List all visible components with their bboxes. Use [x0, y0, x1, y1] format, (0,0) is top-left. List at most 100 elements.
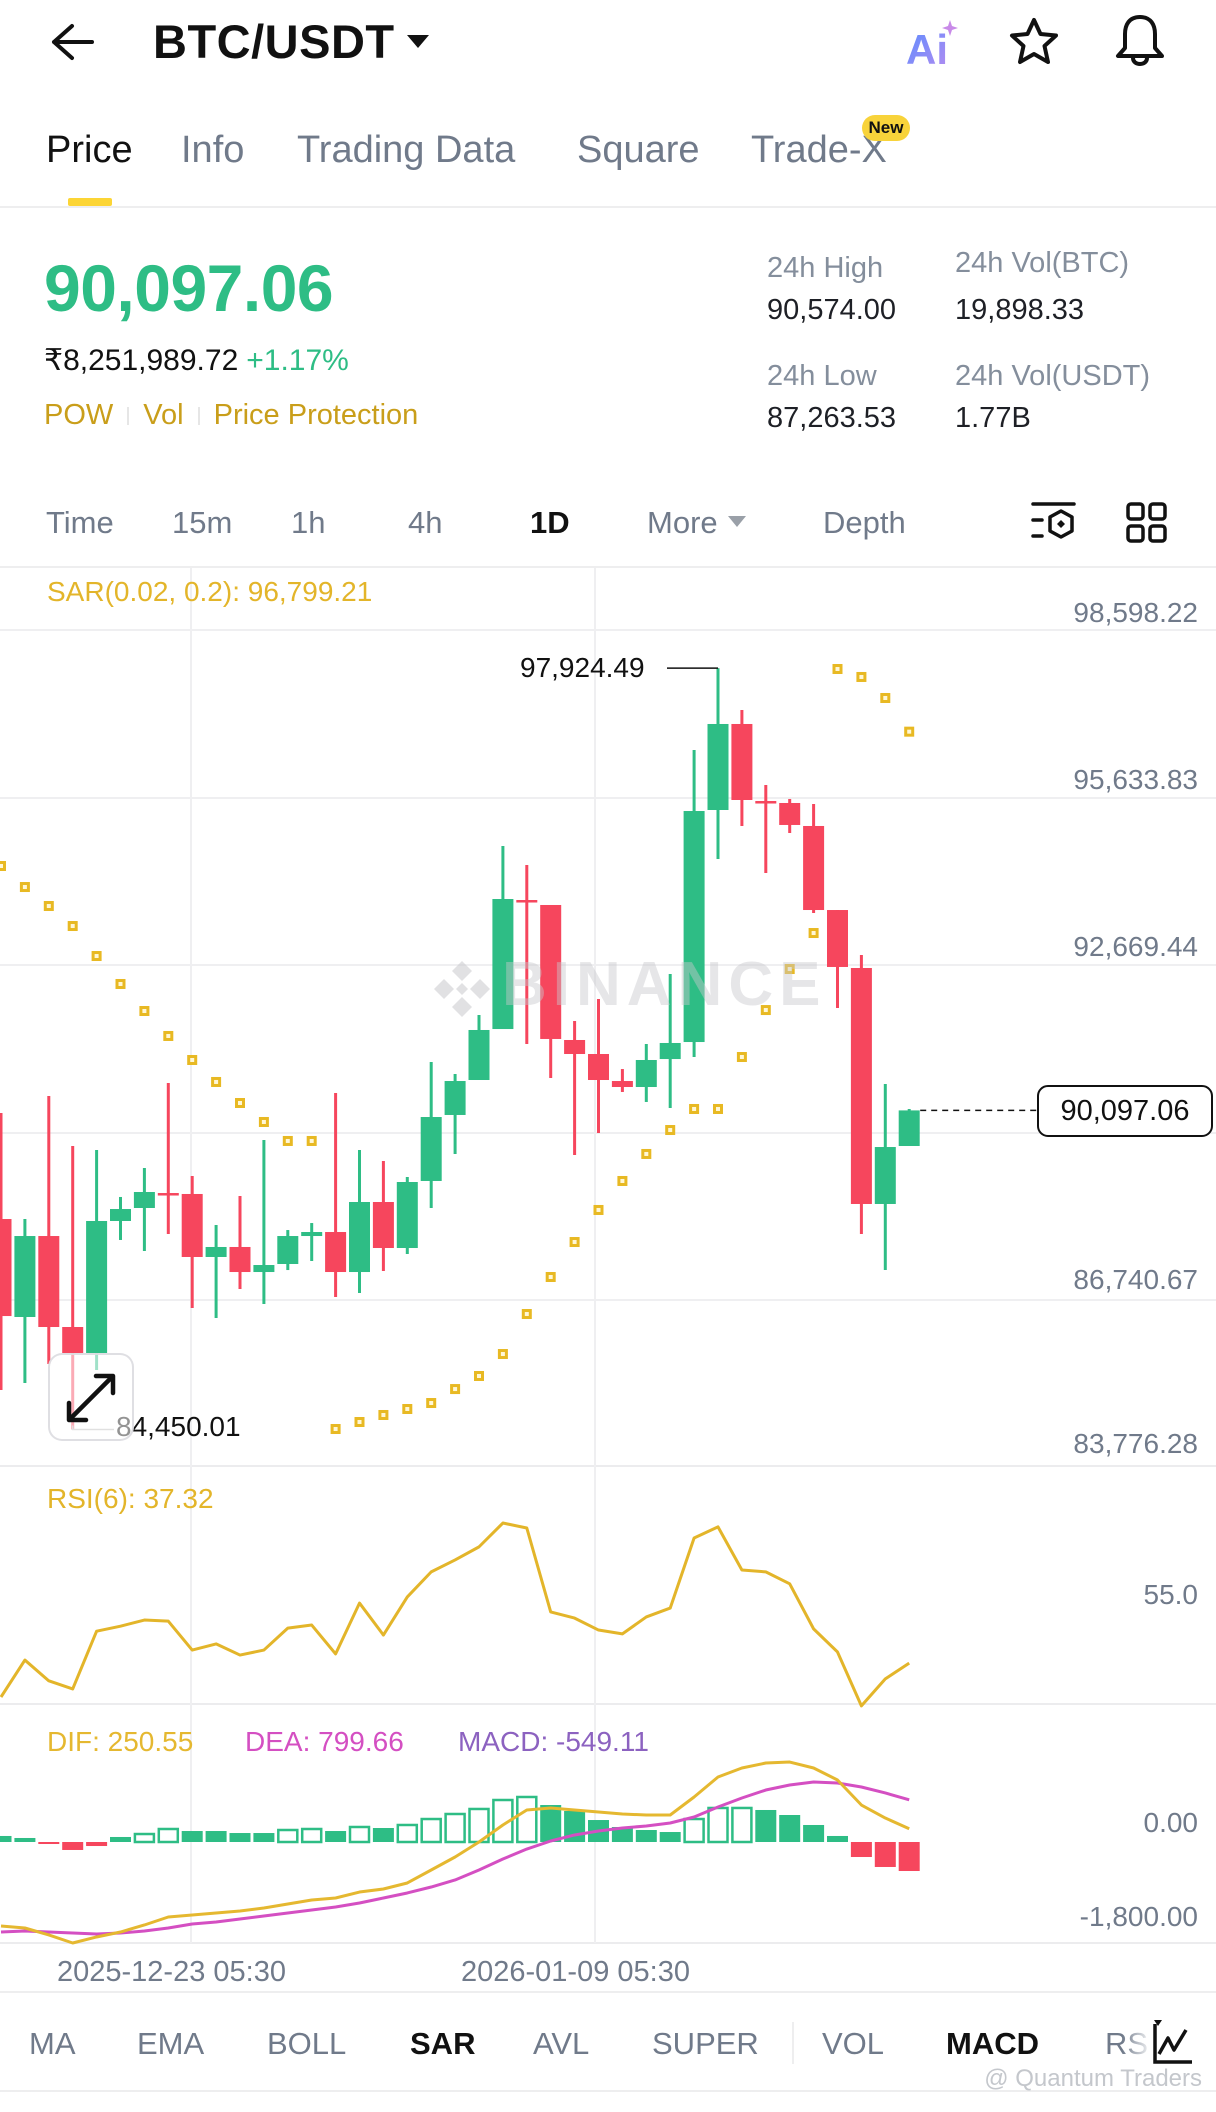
- indicator-tab-super[interactable]: SUPER: [652, 2026, 759, 2061]
- stat-vol-usdt-value: 1.77B: [955, 402, 1031, 434]
- tab-price[interactable]: Price: [46, 129, 133, 171]
- indicator-tab-boll[interactable]: BOLL: [267, 2026, 347, 2061]
- footer-watermark: @ Quantum Traders: [984, 2065, 1202, 2092]
- interval-time[interactable]: Time: [46, 505, 114, 540]
- back-button[interactable]: [46, 18, 98, 66]
- indicator-tabs-separator: [792, 2022, 794, 2064]
- dates-divider: [0, 1991, 1216, 1993]
- layout-grid-button[interactable]: [1124, 500, 1170, 546]
- candle: [468, 1029, 490, 1081]
- pair-title: BTC/USDT: [153, 15, 395, 68]
- candle: [157, 1193, 179, 1196]
- alert-button[interactable]: [1112, 12, 1168, 70]
- tag-pow[interactable]: POW: [44, 399, 114, 431]
- tab-info[interactable]: Info: [181, 129, 245, 171]
- interval-1h[interactable]: 1h: [291, 505, 326, 540]
- pair-selector[interactable]: BTC/USDT: [153, 14, 429, 70]
- chart-settings-icon: [1031, 502, 1076, 539]
- candle: [779, 802, 801, 825]
- macd-axis-label: -1,800.00: [1079, 1901, 1198, 1932]
- candle: [516, 900, 538, 903]
- candle: [827, 910, 848, 967]
- stat-low-label: 24h Low: [767, 360, 877, 392]
- watermark-text: BINANCE: [502, 950, 827, 1019]
- expand-arrows-icon: [66, 1373, 116, 1423]
- indicator-tab-ema[interactable]: EMA: [137, 2026, 205, 2061]
- change-percent: +1.17%: [246, 344, 349, 377]
- ai-assistant-icon: Ai: [906, 20, 958, 73]
- y-axis-label: 86,740.67: [1073, 1264, 1198, 1295]
- svg-text:Ai: Ai: [906, 26, 948, 70]
- candle: [277, 1236, 299, 1264]
- y-axis-label: 83,776.28: [1073, 1428, 1198, 1459]
- current-price-tag[interactable]: 90,097.06: [1037, 1085, 1213, 1137]
- candle: [349, 1202, 370, 1273]
- candle: [396, 1182, 418, 1249]
- candle: [731, 723, 753, 800]
- bell-icon: [1116, 15, 1164, 66]
- indicator-settings-button[interactable]: [1150, 2018, 1196, 2068]
- stat-high-label: 24h High: [767, 252, 884, 284]
- candle: [588, 1054, 609, 1081]
- indicator-tab-avl[interactable]: AVL: [533, 2026, 590, 2061]
- fullscreen-button[interactable]: [48, 1353, 134, 1441]
- candle: [803, 825, 825, 911]
- indicator-tab-rsi[interactable]: RS: [1105, 2024, 1148, 2064]
- more-caret-icon: [727, 516, 746, 528]
- favorite-button[interactable]: [1006, 16, 1062, 68]
- interval-1d[interactable]: 1D: [530, 505, 570, 540]
- rsi-axis-label: 55.0: [1143, 1579, 1199, 1610]
- interval-more-label: More: [647, 505, 718, 540]
- candle: [14, 1236, 36, 1318]
- interval-more[interactable]: More: [647, 503, 746, 543]
- candle: [492, 898, 514, 1030]
- dea-legend: DEA: 799.66: [245, 1726, 404, 1757]
- candle: [133, 1192, 155, 1208]
- bottom-divider: [0, 2090, 1216, 2092]
- candle: [755, 801, 777, 804]
- candle: [659, 1042, 681, 1060]
- candle: [181, 1193, 203, 1257]
- interval-4h[interactable]: 4h: [408, 505, 443, 540]
- low-marker-label: 84,450.01: [116, 1411, 241, 1442]
- tab-trading-data[interactable]: Trading Data: [297, 129, 516, 171]
- candle: [229, 1246, 251, 1273]
- candle: [540, 904, 562, 1039]
- macd-axis-label: 0.00: [1143, 1807, 1199, 1838]
- y-axis-label: 98,598.22: [1073, 597, 1198, 628]
- candle: [86, 1220, 108, 1354]
- x-axis-date: 2026-01-09 05:30: [461, 1956, 690, 1988]
- candle: [253, 1265, 275, 1273]
- high-marker-label: 97,924.49: [520, 652, 645, 683]
- last-price: 90,097.06: [44, 251, 334, 325]
- binance-logo-icon: [434, 960, 490, 1017]
- tag-price-protection[interactable]: Price Protection: [213, 399, 419, 431]
- indicator-tab-sar[interactable]: SAR: [410, 2026, 476, 2061]
- candle: [611, 1081, 633, 1088]
- candle: [38, 1236, 60, 1328]
- candle: [898, 1110, 920, 1147]
- ai-button[interactable]: Ai: [902, 14, 964, 73]
- chart-settings-button[interactable]: [1030, 500, 1078, 546]
- indicator-tab-vol[interactable]: VOL: [822, 2026, 885, 2061]
- candle: [683, 811, 705, 1043]
- y-axis-label: 95,633.83: [1073, 764, 1198, 795]
- interval-depth[interactable]: Depth: [823, 505, 906, 540]
- tag-separator: [127, 407, 130, 426]
- new-badge: New: [862, 115, 910, 141]
- layout-grid-icon: [1126, 502, 1167, 543]
- candle: [444, 1081, 466, 1115]
- tag-vol[interactable]: Vol: [143, 399, 184, 431]
- candle: [850, 967, 872, 1204]
- indicator-tab-ma[interactable]: MA: [29, 2026, 76, 2061]
- tab-square[interactable]: Square: [577, 129, 700, 171]
- candle: [420, 1117, 442, 1181]
- star-icon: [1010, 18, 1058, 64]
- candle: [0, 1219, 12, 1317]
- interval-15m[interactable]: 15m: [172, 505, 233, 540]
- indicator-tab-macd[interactable]: MACD: [946, 2026, 1039, 2061]
- sar-legend: SAR(0.02, 0.2): 96,799.21: [47, 576, 373, 607]
- tabs-divider: [0, 206, 1216, 208]
- stat-vol-btc-label: 24h Vol(BTC): [955, 247, 1130, 279]
